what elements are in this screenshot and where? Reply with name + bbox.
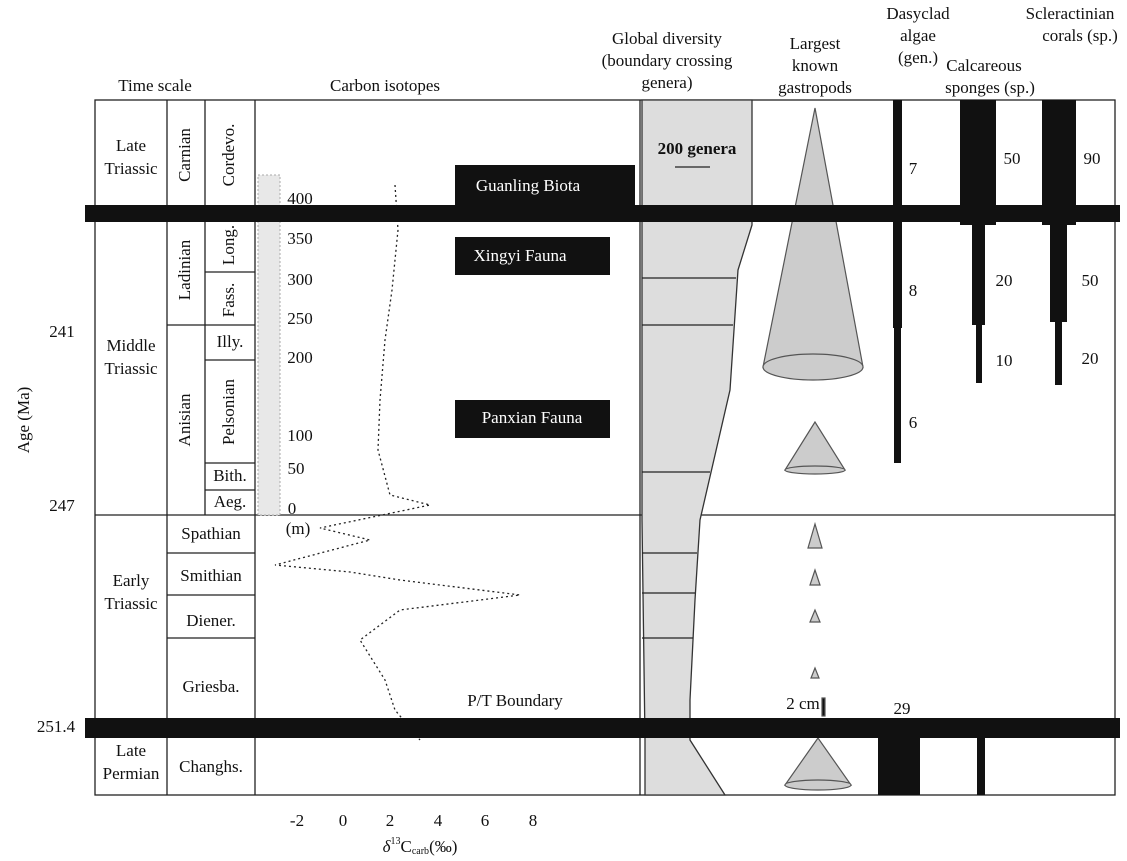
- stage: Changhs.: [179, 757, 243, 776]
- carbon-tick: -2: [290, 811, 304, 830]
- count: 90: [1084, 149, 1101, 168]
- stage: Diener.: [186, 611, 236, 630]
- period: Permian: [103, 764, 160, 783]
- header: genera): [642, 73, 693, 92]
- carbon-tick: 8: [529, 811, 538, 830]
- meter-label: (m): [286, 519, 311, 538]
- age-axis: Age (Ma) 241 247 251.4: [14, 322, 76, 736]
- substage: Illy.: [217, 332, 244, 351]
- carbon-tick: 6: [481, 811, 490, 830]
- count: 50: [1082, 271, 1099, 290]
- header: Time scale: [118, 76, 192, 95]
- meter-label: 250: [287, 309, 313, 328]
- age-tick: 241: [49, 322, 75, 341]
- diversity-scale: 200 genera: [658, 139, 737, 158]
- periods: Late Triassic Middle Triassic Early Tria…: [103, 136, 160, 783]
- substage: Aeg.: [214, 492, 247, 511]
- header: (boundary crossing: [602, 51, 733, 70]
- count: 20: [1082, 349, 1099, 368]
- age-tick: 251.4: [37, 717, 76, 736]
- carbon-axis-label: δ13Ccarb(‰): [383, 836, 458, 857]
- headers: Time scale Carbon isotopes Global divers…: [118, 4, 1118, 97]
- period: Early: [113, 571, 150, 590]
- count: 10: [996, 351, 1013, 370]
- substage: Pelsonian: [219, 378, 238, 445]
- header: Carbon isotopes: [330, 76, 440, 95]
- count: 29: [894, 699, 911, 718]
- period: Middle: [106, 336, 155, 355]
- meter-label: 400: [287, 189, 313, 208]
- label-part: 13: [391, 836, 401, 847]
- meter-label: 100: [287, 426, 313, 445]
- meter-label: 350: [287, 229, 313, 248]
- meter-label: 200: [287, 348, 313, 367]
- header: gastropods: [778, 78, 852, 97]
- count: 6: [909, 413, 918, 432]
- header: sponges (sp.): [945, 78, 1035, 97]
- header: Global diversity: [612, 29, 723, 48]
- carbon-tick: 2: [386, 811, 395, 830]
- carbon-tick: 4: [434, 811, 443, 830]
- meter-label: 0: [288, 499, 297, 518]
- count: 8: [909, 281, 918, 300]
- stage: Spathian: [181, 524, 241, 543]
- label-part: carb: [412, 846, 429, 857]
- meter-label: 300: [287, 270, 313, 289]
- header: Scleractinian: [1026, 4, 1115, 23]
- count: 50: [1004, 149, 1021, 168]
- carbon-tick: 0: [339, 811, 348, 830]
- header: Largest: [790, 34, 841, 53]
- count: 7: [909, 159, 918, 178]
- axis-label: Age (Ma): [14, 387, 33, 454]
- header: (gen.): [898, 48, 938, 67]
- biota-label: Guanling Biota: [476, 176, 581, 195]
- figure: 200 genera Guanling Biota Xingyi Fauna P…: [0, 0, 1127, 861]
- period: Late: [116, 136, 146, 155]
- header: Calcareous: [946, 56, 1022, 75]
- scale-label: 2 cm: [786, 694, 820, 713]
- stage: Anisian: [175, 393, 194, 446]
- header: Dasyclad: [886, 4, 950, 23]
- header: known: [792, 56, 839, 75]
- age-tick: 247: [49, 496, 75, 515]
- label-part: (‰): [429, 837, 457, 856]
- header: corals (sp.): [1042, 26, 1118, 45]
- carbon-axis: -2 0 2 4 6 8 δ13Ccarb(‰): [290, 811, 537, 857]
- page: 200 genera Guanling Biota Xingyi Fauna P…: [0, 0, 1127, 861]
- stage: Carnian: [175, 128, 194, 182]
- substage: Fass.: [219, 283, 238, 317]
- substage: Long.: [219, 225, 238, 265]
- header: algae: [900, 26, 936, 45]
- substage: Cordevo.: [219, 124, 238, 187]
- section-meters: 400 350 300 250 200 100 50 0 (m): [286, 189, 313, 538]
- label-part: C: [401, 837, 412, 856]
- stage: Smithian: [180, 566, 242, 585]
- period: Triassic: [104, 359, 158, 378]
- biota-label: Panxian Fauna: [482, 408, 583, 427]
- diversity: 200 genera: [642, 100, 752, 795]
- period: Late: [116, 741, 146, 760]
- count: 20: [996, 271, 1013, 290]
- stage: Ladinian: [175, 239, 194, 300]
- substage: Bith.: [213, 466, 247, 485]
- biota-label: Xingyi Fauna: [473, 246, 566, 265]
- meter-label: 50: [288, 459, 305, 478]
- stage: Griesba.: [182, 677, 239, 696]
- boundary-label: P/T Boundary: [467, 691, 563, 710]
- period: Triassic: [104, 159, 158, 178]
- period: Triassic: [104, 594, 158, 613]
